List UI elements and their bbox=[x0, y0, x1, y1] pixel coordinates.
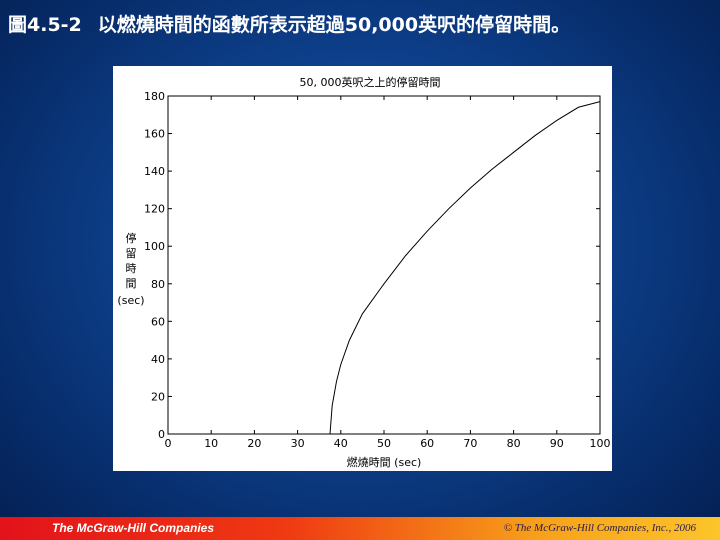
y-tick-label: 80 bbox=[151, 278, 165, 291]
y-tick-label: 20 bbox=[151, 390, 165, 403]
chart-title: 50, 000英呎之上的停留時間 bbox=[300, 75, 441, 89]
y-tick-label: 0 bbox=[158, 428, 165, 441]
publisher-logo: The McGraw-Hill Companies bbox=[52, 521, 215, 535]
y-tick-label: 140 bbox=[144, 165, 165, 178]
y-tick-label: 60 bbox=[151, 315, 165, 328]
y-label-char: 留 bbox=[126, 247, 137, 260]
figure-number: 圖4.5-2 bbox=[8, 14, 82, 36]
y-tick-label: 100 bbox=[144, 240, 165, 253]
x-tick-label: 80 bbox=[507, 437, 521, 450]
figure-caption: 以燃燒時間的函數所表示超過50,000英呎的停留時間。 bbox=[97, 14, 571, 36]
x-axis: 0 10 20 30 40 50 60 70 80 90 100 bbox=[165, 96, 611, 450]
series-line bbox=[329, 101, 601, 435]
footer-bar: The McGraw-Hill Companies © The McGraw-H… bbox=[0, 517, 720, 540]
plot-frame bbox=[167, 95, 601, 435]
x-tick-label: 100 bbox=[590, 437, 611, 450]
x-tick-label: 20 bbox=[247, 437, 261, 450]
x-tick-label: 40 bbox=[334, 437, 348, 450]
y-tick-label: 180 bbox=[144, 90, 165, 103]
y-tick-label: 160 bbox=[144, 128, 165, 141]
slide-title: 圖4.5-2 以燃燒時間的函數所表示超過50,000英呎的停留時間。 bbox=[8, 10, 570, 37]
y-label-char: 停 bbox=[126, 231, 137, 245]
x-tick-label: 90 bbox=[550, 437, 564, 450]
figure-panel: 50, 000英呎之上的停留時間 0 10 20 30 40 50 60 70 80 90 100 … bbox=[113, 66, 612, 471]
y-axis-label: 停 留 時 間 (sec) bbox=[117, 231, 144, 307]
x-tick-label: 0 bbox=[165, 437, 172, 450]
y-label-char: 時 bbox=[126, 262, 137, 275]
y-label-unit: (sec) bbox=[117, 294, 144, 307]
y-tick-label: 120 bbox=[144, 203, 165, 216]
x-tick-label: 70 bbox=[463, 437, 477, 450]
x-axis-label: 燃燒時間 (sec) bbox=[347, 455, 422, 469]
x-tick-label: 30 bbox=[291, 437, 305, 450]
x-tick-label: 60 bbox=[420, 437, 434, 450]
y-axis: 0 20 40 60 80 100 120 140 160 180 bbox=[144, 90, 600, 441]
chart: 50, 000英呎之上的停留時間 0 10 20 30 40 50 60 70 80 90 100 … bbox=[117, 75, 611, 469]
copyright-notice: © The McGraw-Hill Companies, Inc., 2006 bbox=[503, 522, 696, 534]
x-tick-label: 10 bbox=[204, 437, 218, 450]
x-tick-label: 50 bbox=[377, 437, 391, 450]
y-tick-label: 40 bbox=[151, 353, 165, 366]
y-label-char: 間 bbox=[126, 277, 137, 290]
